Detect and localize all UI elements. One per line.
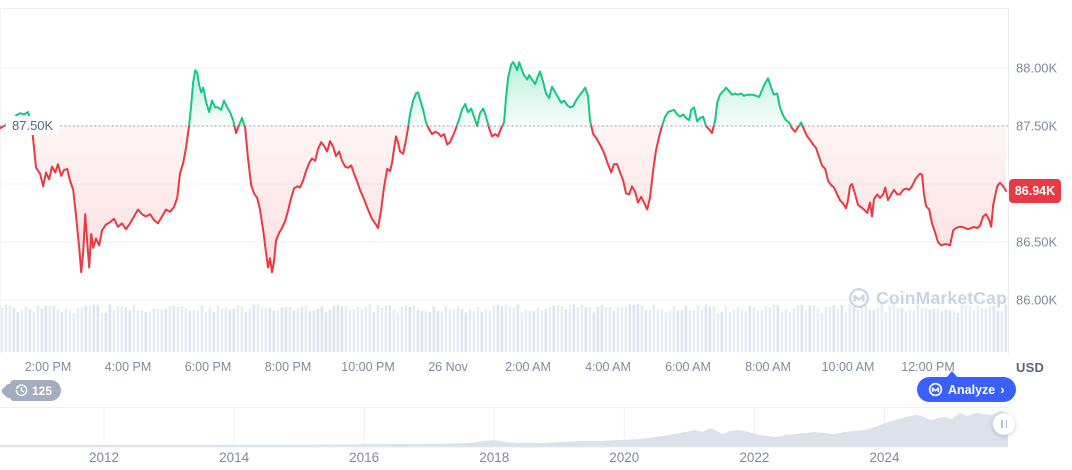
chart-top-border [2, 8, 1008, 9]
x-axis-label: 6:00 AM [665, 360, 711, 374]
minimap-year-label: 2018 [479, 450, 510, 465]
watermark: CoinMarketCap [848, 287, 1007, 309]
x-axis-label: 4:00 PM [104, 360, 152, 374]
analyze-button[interactable]: Analyze › [917, 371, 1016, 402]
baseline-price-label: 87.50K [6, 116, 60, 135]
x-axis-label: 4:00 AM [585, 360, 631, 374]
minimap-year-label: 2012 [89, 450, 120, 465]
x-axis-label: 2:00 PM [24, 360, 72, 374]
x-axis-label: 10:00 AM [821, 360, 875, 374]
minimap-year-label: 2020 [609, 450, 640, 465]
chart-left-border [0, 8, 1, 354]
x-axis-label: 2:00 AM [505, 360, 551, 374]
minimap-range-handle[interactable] [993, 413, 1015, 435]
current-price-badge: 86.94K [1009, 178, 1061, 203]
x-axis-label: 6:00 PM [184, 360, 232, 374]
x-axis-label: 10:00 PM [341, 360, 395, 374]
y-axis-label: 87.50K [1016, 118, 1058, 134]
y-axis-label: 88.00K [1016, 60, 1058, 76]
minimap-year-label: 2024 [869, 450, 900, 465]
history-count: 125 [32, 383, 53, 398]
minimap-year-label: 2014 [219, 450, 250, 465]
coinmarketcap-logo-icon [928, 382, 943, 397]
volume-bars [0, 304, 1008, 352]
x-axis-label: 26 Nov [428, 360, 468, 374]
y-axis-label: 86.50K [1016, 234, 1058, 250]
history-minimap[interactable] [0, 407, 1008, 448]
x-axis-label: 12:00 PM [901, 360, 955, 374]
minimap-year-label: 2022 [739, 450, 770, 465]
x-axis-label: 8:00 AM [745, 360, 791, 374]
axis-divider [1008, 8, 1009, 354]
coinmarketcap-logo-icon [849, 288, 869, 308]
chevron-right-icon: › [1000, 381, 1005, 397]
watermark-text: CoinMarketCap [876, 287, 1007, 308]
minimap-year-label: 2016 [349, 450, 380, 465]
history-clock-icon [15, 384, 28, 397]
currency-unit-label: USD [1016, 360, 1045, 375]
history-count-badge[interactable]: 125 [10, 380, 62, 401]
x-axis-label: 8:00 PM [264, 360, 312, 374]
price-chart-canvas[interactable] [0, 0, 1008, 354]
y-axis-label: 86.00K [1016, 292, 1058, 308]
analyze-label: Analyze [948, 382, 996, 397]
